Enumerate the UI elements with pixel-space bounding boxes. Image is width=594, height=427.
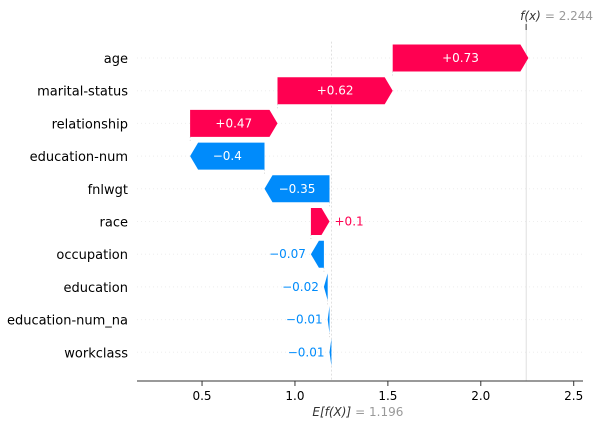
connector-layer bbox=[189, 71, 394, 339]
base-label-expr: E[f(X)] bbox=[312, 405, 351, 419]
bar-layer: +0.73 +0.62 +0.47 −0.4 −0.35 +0.1 −0.07 −0.02 −0… bbox=[190, 44, 529, 366]
base-value-label: E[f(X)] = 1.196 bbox=[312, 405, 403, 419]
fx-label: f(x) = 2.244 bbox=[520, 9, 593, 23]
data-label: +0.73 bbox=[442, 51, 479, 65]
feature-label: education-num bbox=[30, 150, 128, 165]
data-label: −0.01 bbox=[288, 345, 325, 359]
feature-label: race bbox=[100, 216, 128, 231]
feature-label: relationship bbox=[52, 117, 128, 132]
waterfall-bar bbox=[264, 175, 330, 203]
base-label-value: = 1.196 bbox=[355, 405, 403, 419]
x-tick-label: 1.5 bbox=[378, 389, 397, 403]
x-tick-label: 2.5 bbox=[564, 389, 583, 403]
data-label: −0.35 bbox=[279, 182, 316, 196]
x-axis: 0.5 1.0 1.5 2.0 2.5 bbox=[137, 380, 583, 403]
feature-label: occupation bbox=[56, 248, 128, 263]
fx-label-expr: f(x) bbox=[520, 9, 541, 23]
feature-label: workclass bbox=[64, 346, 128, 361]
fx-label-value: = 2.244 bbox=[545, 9, 593, 23]
grid-layer bbox=[137, 22, 583, 381]
feature-label: education bbox=[63, 281, 128, 296]
waterfall-bar bbox=[190, 142, 265, 170]
waterfall-bar bbox=[329, 338, 332, 366]
data-label: −0.07 bbox=[269, 247, 306, 261]
waterfall-bar bbox=[392, 44, 529, 72]
data-label: +0.1 bbox=[335, 215, 364, 229]
data-label: −0.02 bbox=[282, 280, 319, 294]
x-tick-label: 0.5 bbox=[192, 389, 211, 403]
waterfall-bar bbox=[190, 109, 278, 137]
feature-label: fnlwgt bbox=[88, 183, 128, 198]
data-label: −0.01 bbox=[286, 313, 323, 327]
waterfall-bar bbox=[327, 306, 330, 334]
feature-label-layer: age marital-status relationship education-n… bbox=[7, 52, 128, 361]
feature-label: marital-status bbox=[37, 85, 128, 100]
waterfall-bar bbox=[323, 273, 328, 301]
waterfall-bar bbox=[310, 208, 330, 235]
x-tick-label: 1.0 bbox=[285, 389, 304, 403]
base-value-annotation: E[f(X)] = 1.196 bbox=[312, 405, 403, 419]
waterfall-bar bbox=[277, 77, 393, 105]
fx-annotation: f(x) = 2.244 bbox=[520, 9, 593, 30]
feature-label: education-num_na bbox=[7, 314, 128, 329]
x-tick-label: 2.0 bbox=[471, 389, 490, 403]
waterfall-bar bbox=[310, 240, 324, 268]
data-label: +0.47 bbox=[215, 116, 252, 130]
data-label: +0.62 bbox=[317, 84, 354, 98]
data-label: −0.4 bbox=[213, 149, 242, 163]
feature-label: age bbox=[104, 52, 128, 67]
